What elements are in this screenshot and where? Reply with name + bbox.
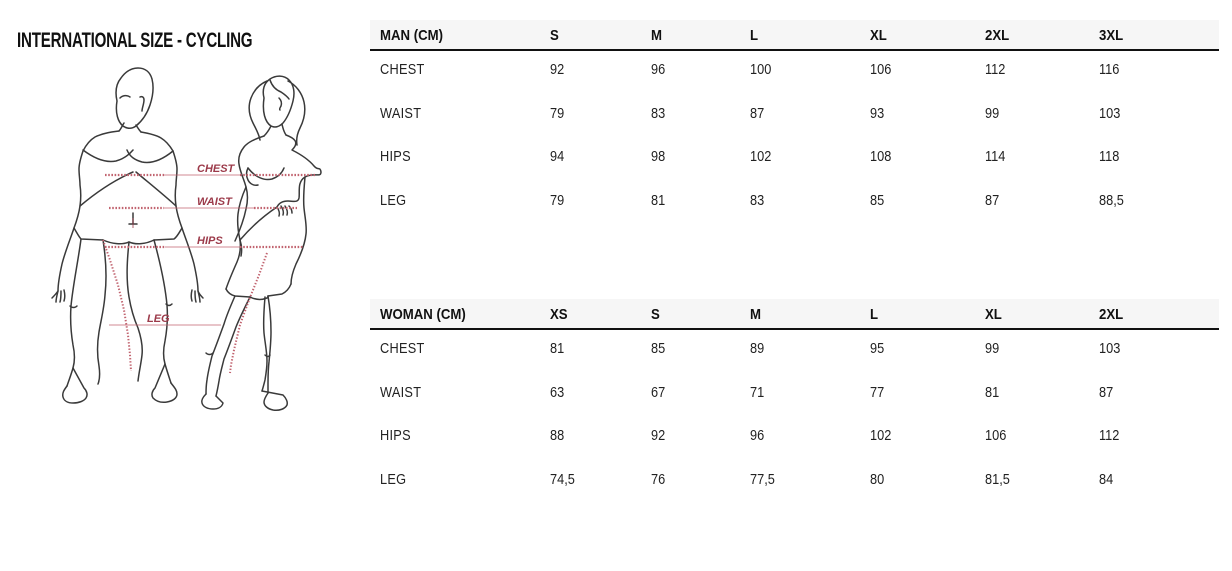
svg-text:LEG: LEG bbox=[147, 313, 170, 325]
svg-text:CHEST: CHEST bbox=[197, 163, 236, 175]
svg-text:WAIST: WAIST bbox=[197, 196, 233, 208]
svg-text:HIPS: HIPS bbox=[197, 235, 223, 247]
